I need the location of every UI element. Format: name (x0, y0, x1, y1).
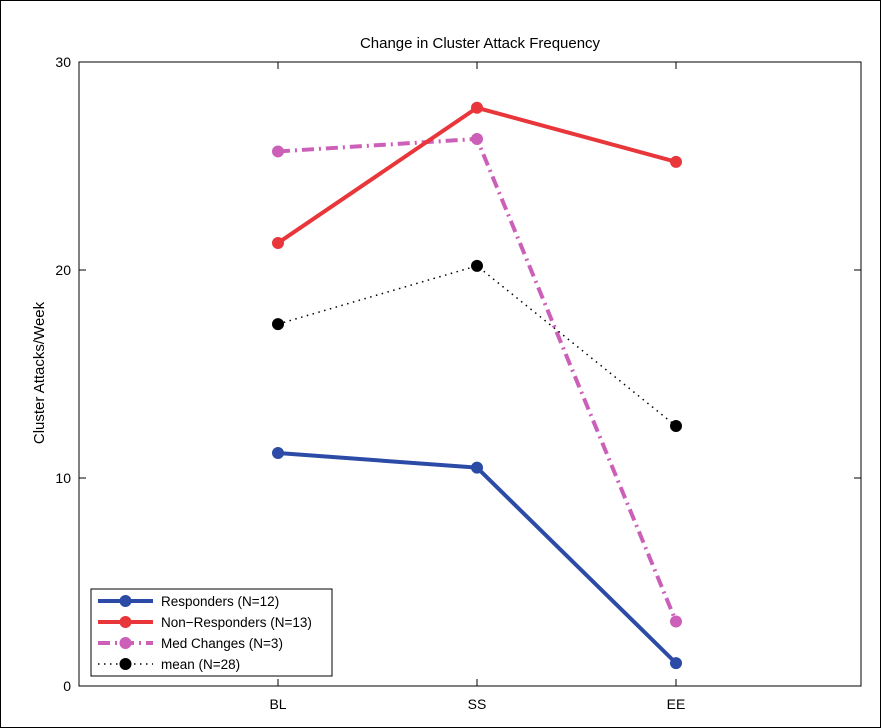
series-point (272, 236, 284, 249)
legend-marker (119, 637, 132, 649)
plot-area: 0 10 20 30 BL SS EE (55, 54, 862, 712)
chart-title: Change in Cluster Attack Frequency (360, 35, 601, 52)
series-point (471, 101, 483, 114)
legend-box (90, 588, 333, 677)
legend-label: Responders (N=12) (161, 594, 279, 609)
series-point (670, 615, 682, 628)
legend-marker (119, 616, 132, 628)
legend-marker (119, 595, 132, 607)
y-tick-label: 30 (55, 54, 71, 70)
y-tick-label: 0 (63, 678, 71, 694)
series-point (471, 259, 483, 272)
x-tick-label: BL (269, 696, 286, 712)
series-point (272, 318, 284, 331)
series-point (670, 420, 682, 432)
legend-label: Med Changes (N=3) (161, 636, 283, 651)
series-point (272, 447, 284, 460)
x-tick-label: EE (667, 696, 686, 712)
series-point (272, 145, 284, 158)
x-tick-label: SS (468, 696, 487, 712)
series-point (471, 132, 483, 145)
series-point (471, 461, 483, 474)
legend-marker (119, 658, 132, 670)
series-point (670, 657, 682, 670)
y-axis-label: Cluster Attacks/Week (31, 301, 48, 444)
series-point (670, 155, 682, 168)
y-tick-label: 20 (55, 262, 71, 278)
legend-label: Non−Responders (N=13) (161, 615, 312, 630)
y-tick-label: 10 (55, 470, 71, 486)
plot-frame (78, 61, 862, 687)
legend: Responders (N=12) Non−Responders (N=13) Me… (90, 588, 333, 677)
legend-label: mean (N=28) (161, 657, 240, 672)
